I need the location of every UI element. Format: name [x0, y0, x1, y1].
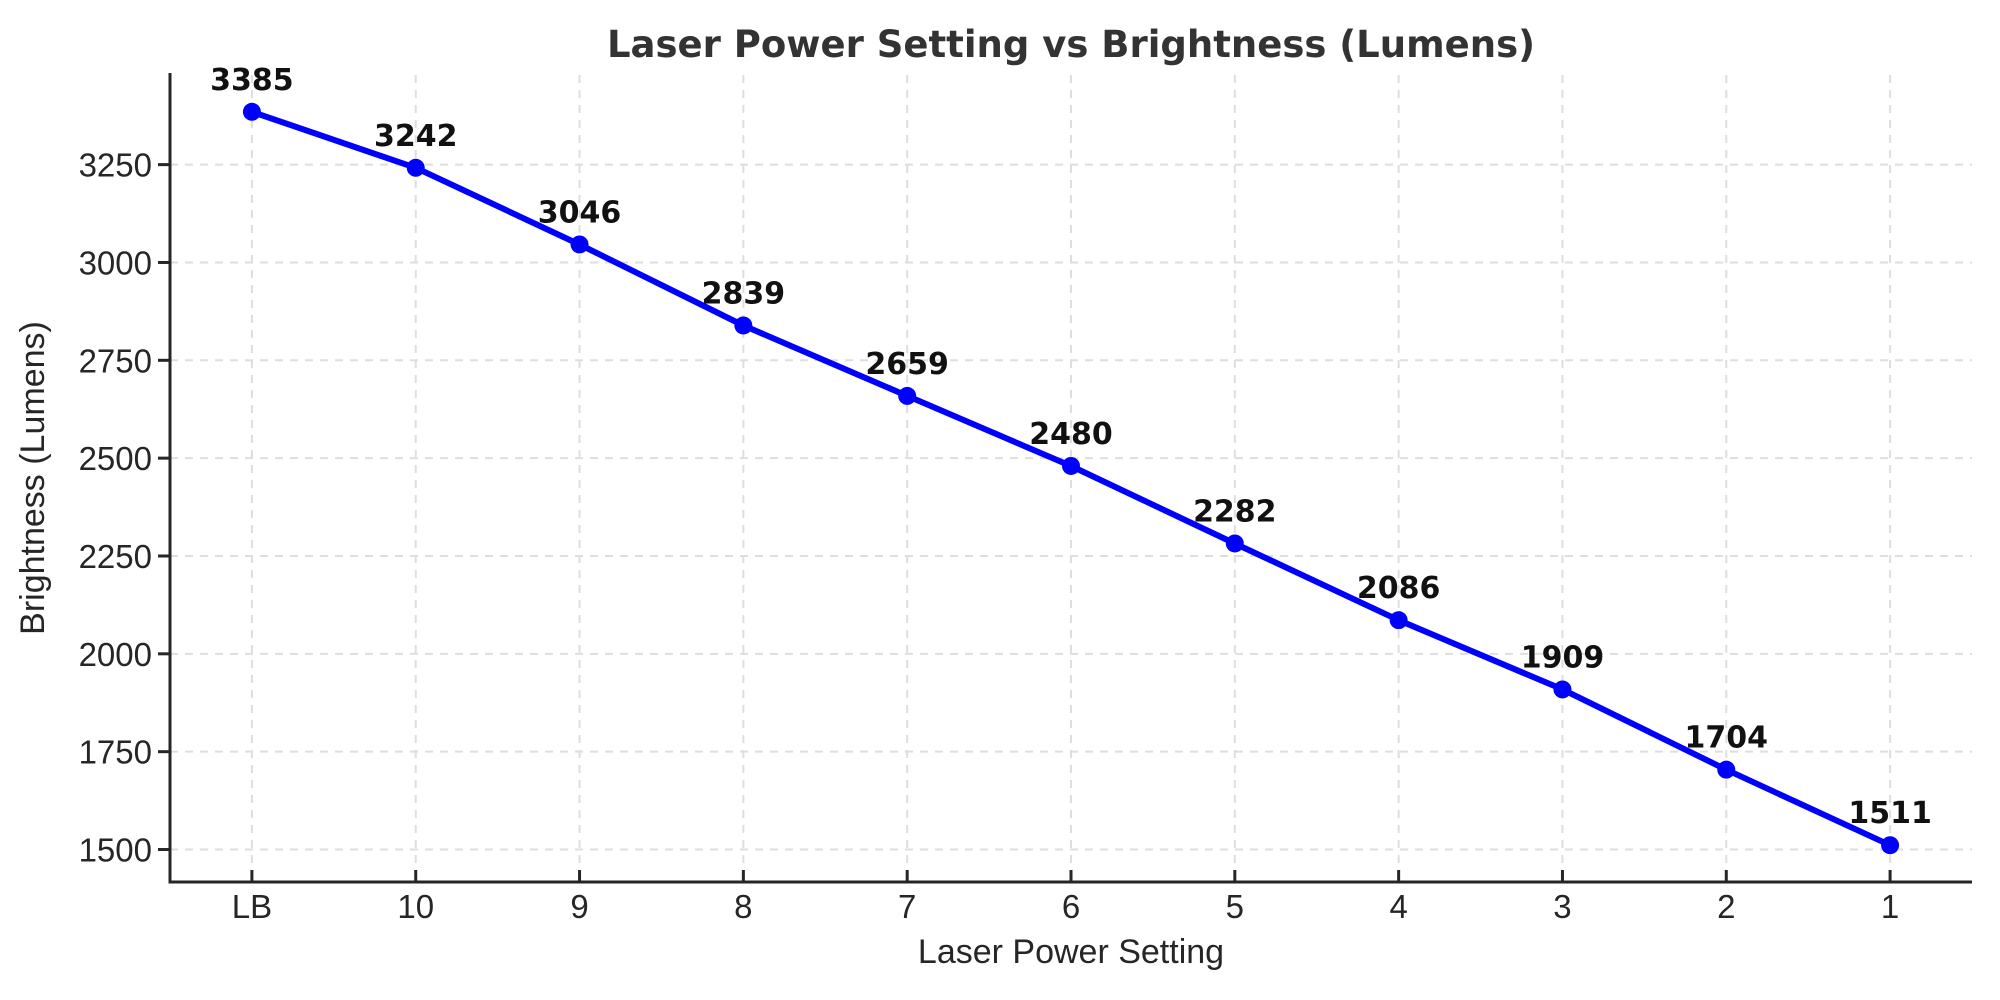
y-tick-label: 1750	[79, 734, 152, 771]
data-point	[570, 235, 589, 254]
data-point-label: 3242	[374, 119, 458, 154]
data-point	[734, 316, 753, 335]
x-tick-label: 3	[1553, 888, 1571, 925]
data-point	[1881, 836, 1900, 855]
data-point-label: 2659	[865, 347, 949, 382]
data-point	[406, 158, 425, 177]
data-point-label: 2839	[702, 276, 786, 311]
y-tick-label: 2750	[79, 342, 152, 379]
plot-area: 1500 1750 2000 2250 2500 2750 3000 3250 LB 10 9 8 7 6…	[79, 63, 1972, 925]
x-tick-label: 10	[397, 888, 434, 925]
series-brightness: 3385 3242 3046 2839 2659 2480 2282 2086 1909 1704…	[210, 63, 1932, 855]
data-point	[1389, 611, 1408, 630]
x-axis-label: Laser Power Setting	[918, 933, 1224, 971]
data-point	[1062, 456, 1080, 475]
data-point	[242, 102, 261, 121]
x-tick-label: 2	[1717, 888, 1735, 925]
x-tick-label: 8	[734, 888, 752, 925]
y-tick-label: 2250	[79, 538, 152, 575]
data-point-label: 3385	[210, 63, 294, 98]
data-point-label: 2480	[1029, 417, 1113, 452]
x-tick-label: 1	[1881, 888, 1899, 925]
chart-title: Laser Power Setting vs Brightness (Lumen…	[607, 23, 1535, 66]
y-tick-label: 3000	[79, 244, 152, 281]
data-point-label: 2282	[1193, 494, 1277, 529]
y-tick-label: 3250	[79, 147, 152, 184]
x-tick-label: 9	[570, 888, 588, 925]
axes: 1500 1750 2000 2250 2500 2750 3000 3250 LB 10 9 8 7 6…	[79, 73, 1972, 925]
y-tick-label: 2500	[79, 440, 152, 477]
data-point	[1717, 760, 1736, 779]
x-tick-label: 7	[898, 888, 916, 925]
x-tick-label: 5	[1226, 888, 1244, 925]
y-tick-label: 1500	[79, 832, 152, 869]
y-axis-label: Brightness (Lumens)	[14, 321, 52, 635]
data-point-label: 1909	[1521, 640, 1605, 675]
data-point-label: 1511	[1848, 796, 1932, 831]
x-tick-label: LB	[232, 888, 272, 925]
x-tick-label: 6	[1062, 888, 1080, 925]
y-tick-label: 2000	[79, 636, 152, 673]
data-point-label: 3046	[538, 195, 622, 230]
data-point	[1553, 680, 1572, 699]
x-tick-label: 4	[1389, 888, 1407, 925]
data-point-label: 1704	[1685, 721, 1769, 756]
data-point	[898, 386, 917, 405]
data-point-label: 2086	[1357, 571, 1441, 606]
data-point	[1225, 534, 1244, 553]
